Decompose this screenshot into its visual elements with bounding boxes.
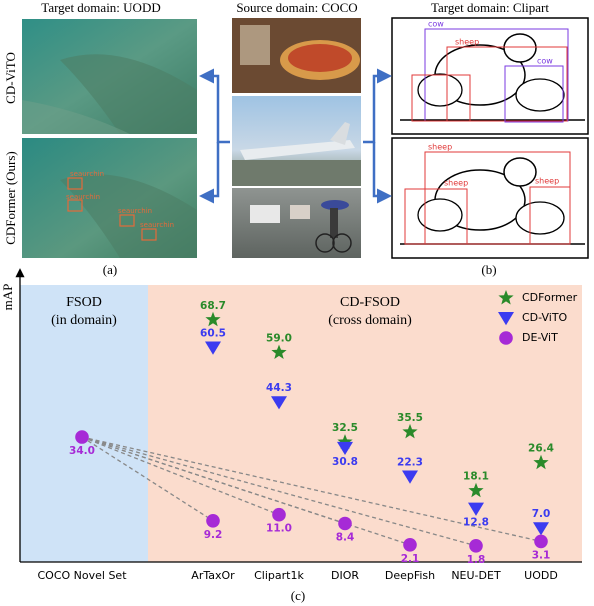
legend-marker bbox=[499, 331, 513, 345]
detection-label: sheep bbox=[428, 143, 452, 152]
detection-label: cow bbox=[428, 20, 444, 29]
row-label: CDFormer (Ours) bbox=[3, 151, 18, 245]
x-tick-label: DeepFish bbox=[385, 569, 435, 582]
x-tick-label: Clipart1k bbox=[254, 569, 304, 582]
circle-marker bbox=[75, 430, 89, 444]
triangle-marker bbox=[402, 470, 418, 484]
star-marker bbox=[337, 434, 353, 449]
star-marker bbox=[271, 344, 287, 359]
caption: (a) bbox=[103, 262, 117, 277]
circle-marker bbox=[206, 513, 220, 528]
triangle-marker bbox=[271, 396, 287, 410]
chart: FSOD (in domain) CD-FSOD (cross domain) mAP C… bbox=[0, 268, 582, 603]
value-label: 44.3 bbox=[266, 382, 292, 394]
triangle-marker bbox=[205, 341, 221, 355]
value-label: 9.2 bbox=[204, 529, 223, 541]
value-label: 8.4 bbox=[336, 531, 355, 543]
detection-label: sheep bbox=[535, 177, 559, 186]
legend-label: DE-ViT bbox=[522, 331, 558, 344]
panel-title: Source domain: COCO bbox=[236, 0, 357, 15]
value-label: 59.0 bbox=[266, 333, 292, 345]
value-label: 1.8 bbox=[467, 554, 486, 566]
value-label: 26.4 bbox=[528, 443, 554, 455]
circle-marker bbox=[469, 538, 483, 553]
triangle-marker bbox=[337, 441, 353, 456]
value-label: 30.8 bbox=[332, 456, 358, 468]
region-title: FSOD bbox=[66, 295, 102, 310]
y-axis-label: mAP bbox=[0, 284, 15, 311]
detection-label: seaurchin bbox=[70, 170, 104, 178]
value-label: 2.1 bbox=[401, 553, 420, 565]
x-tick-label: NEU-DET bbox=[451, 569, 501, 582]
star-marker bbox=[533, 454, 549, 470]
detection-label: seaurchin bbox=[140, 221, 174, 229]
circle-marker bbox=[534, 534, 548, 549]
legend-label: CD-ViTO bbox=[522, 311, 568, 324]
connector bbox=[81, 436, 280, 516]
circle-marker bbox=[403, 537, 417, 552]
x-tick-label: COCO Novel Set bbox=[37, 569, 127, 582]
value-label: 3.1 bbox=[532, 549, 551, 561]
region-title: CD-FSOD bbox=[340, 295, 400, 310]
detection-label: seaurchin bbox=[118, 207, 152, 215]
value-label: 34.0 bbox=[69, 445, 95, 457]
x-tick-label: UODD bbox=[524, 569, 558, 582]
detection-label: cow bbox=[537, 57, 553, 66]
chart-caption: (c) bbox=[291, 588, 305, 603]
region-background bbox=[20, 285, 148, 562]
uodd-images bbox=[22, 19, 197, 258]
star-marker bbox=[402, 423, 418, 439]
triangle-marker bbox=[468, 502, 484, 516]
detection-label: sheep bbox=[455, 38, 479, 47]
row-label: CD-ViTO bbox=[3, 52, 18, 104]
panel-title: Target domain: UODD bbox=[41, 0, 160, 15]
circle-marker bbox=[272, 507, 286, 522]
arrows bbox=[199, 68, 392, 204]
value-label: 60.5 bbox=[200, 327, 226, 339]
caption: (b) bbox=[481, 262, 496, 277]
detection-label: seaurchin bbox=[66, 193, 100, 201]
circle-marker bbox=[338, 516, 352, 531]
star-marker bbox=[205, 311, 221, 327]
connector bbox=[81, 436, 411, 546]
detection-label: sheep bbox=[444, 179, 468, 188]
star-marker bbox=[468, 482, 484, 498]
legend-marker bbox=[498, 290, 514, 305]
legend-marker bbox=[498, 312, 514, 326]
value-label: 22.3 bbox=[397, 457, 423, 469]
connector bbox=[81, 436, 477, 547]
triangle-marker bbox=[533, 522, 549, 536]
region-subtitle: (in domain) bbox=[51, 313, 117, 328]
clipart-images bbox=[391, 17, 589, 259]
value-label: 12.8 bbox=[463, 517, 489, 529]
connector bbox=[81, 436, 214, 522]
connector bbox=[81, 436, 542, 543]
x-tick-label: DIOR bbox=[331, 569, 359, 582]
region-subtitle: (cross domain) bbox=[328, 313, 412, 328]
value-label: 35.5 bbox=[397, 412, 423, 424]
value-label: 18.1 bbox=[463, 471, 489, 483]
value-label: 7.0 bbox=[532, 508, 551, 520]
x-tick-label: ArTaxOr bbox=[191, 569, 235, 582]
value-label: 68.7 bbox=[200, 300, 226, 312]
value-label: 32.5 bbox=[332, 422, 358, 434]
coco-images bbox=[232, 18, 361, 258]
region-background bbox=[148, 285, 582, 562]
value-label: 11.0 bbox=[266, 523, 292, 535]
legend-label: CDFormer bbox=[522, 291, 578, 304]
panel-title: Target domain: Clipart bbox=[431, 0, 549, 15]
